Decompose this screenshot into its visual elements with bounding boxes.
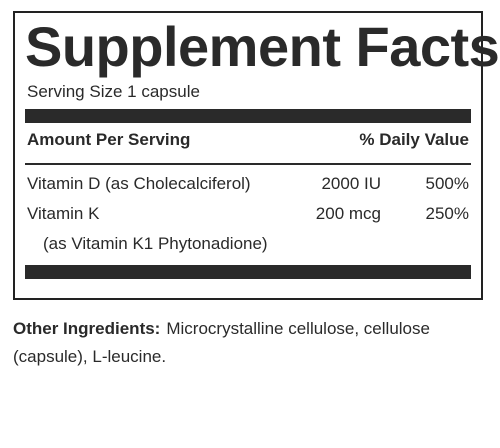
nutrient-source: (as Vitamin K1 Phytonadione) (43, 234, 268, 253)
nutrient-name: Vitamin D (as Cholecalciferol) (27, 174, 251, 193)
nutrient-amount: 2000 IU (321, 174, 381, 193)
facts-title: Supplement Facts (25, 15, 500, 78)
nutrient-name: Vitamin K (27, 204, 100, 223)
other-ingredients-label: Other Ingredients: (13, 319, 161, 338)
daily-value-header: % Daily Value (359, 130, 469, 149)
other-ingredients: Other Ingredients: Microcrystalline cellu… (13, 315, 483, 371)
amount-per-serving-header: Amount Per Serving (27, 130, 191, 149)
other-ingredients-text: Microcrystalline cellulose, cellulose (c… (13, 319, 430, 366)
nutrient-daily-value: 500% (425, 174, 469, 193)
header-divider (25, 163, 471, 165)
nutrient-amount: 200 mcg (315, 204, 381, 223)
nutrient-daily-value: 250% (425, 204, 469, 223)
supplement-facts-panel: Supplement Facts Serving Size 1 capsule … (13, 11, 500, 300)
bottom-divider-bar (25, 265, 471, 279)
top-divider-bar (25, 109, 471, 123)
serving-size: Serving Size 1 capsule (27, 82, 200, 101)
